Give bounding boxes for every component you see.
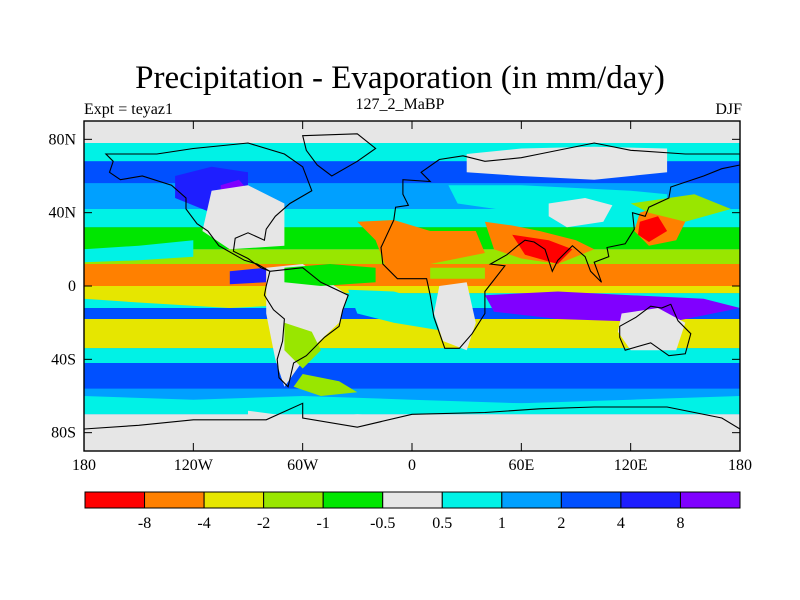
y-tick-label: 80N	[48, 131, 76, 148]
coast-australia	[619, 303, 692, 357]
field-monsoon-core	[512, 234, 573, 264]
x-tick-label: 120E	[614, 457, 648, 474]
field-sh-subtrop	[84, 319, 740, 349]
field-sh-midlat	[84, 348, 740, 363]
coast-north-america	[104, 142, 313, 272]
coast-south-america	[263, 267, 349, 388]
field-pac-subtrop	[84, 240, 194, 263]
coast-greenland	[302, 133, 377, 177]
colorbar-swatch	[620, 491, 681, 509]
y-tick-label: 40N	[48, 205, 76, 222]
colorbar-swatch	[501, 491, 562, 509]
colorbar-label: 2	[557, 515, 565, 532]
colorbar-label: -8	[138, 515, 151, 532]
colorbar-swatch	[203, 491, 265, 509]
x-tick-label: 60W	[287, 457, 319, 474]
colorbar-swatch	[441, 491, 503, 509]
colorbar-swatch	[679, 491, 741, 509]
x-tick-label: 180	[72, 457, 96, 474]
colorbar-swatch	[84, 491, 146, 509]
colorbar-swatch	[322, 491, 384, 509]
colorbar-swatch	[560, 491, 622, 509]
field-itcz	[84, 264, 740, 286]
map-axes: 180 120W 60W 0 60E 120E 180 80N 40N 0 40S 80S	[48, 121, 752, 474]
colorbar: -8 -4 -2 -1 -0.5 0.5 1 2 4 8	[84, 491, 741, 532]
field-s-africa	[433, 282, 476, 351]
plot-title: Precipitation - Evaporation (in mm/day)	[135, 60, 665, 96]
field-arctic	[84, 121, 740, 143]
coastlines	[84, 133, 740, 451]
field-s-atl	[348, 289, 449, 332]
field-east-pacific-dry	[84, 289, 303, 308]
field-sahel	[430, 267, 485, 279]
colorbar-label: -0.5	[370, 515, 395, 532]
colorbar-swatch	[263, 491, 324, 509]
coast-antarctica	[84, 402, 740, 451]
field-s-america-south	[284, 322, 321, 369]
x-tick-label: 60E	[508, 457, 534, 474]
field-siberia	[466, 146, 668, 180]
field-drake	[293, 374, 358, 396]
colorbar-label: -4	[197, 515, 210, 532]
field-indian-ocean-wet	[484, 291, 740, 323]
colorbar-label: 8	[676, 515, 684, 532]
colorbar-label: 4	[617, 515, 625, 532]
field-sh-ice-edge	[84, 396, 740, 407]
y-tick-label: 0	[68, 278, 76, 295]
time-label: 127_2_MaBP	[355, 96, 445, 113]
coast-africa-eurasia	[380, 142, 740, 349]
colorbar-label: -1	[317, 515, 330, 532]
colorbar-label: 0.5	[432, 515, 452, 532]
experiment-label: Expt = teyaz1	[84, 101, 173, 118]
field-eurasia-mid	[448, 185, 668, 217]
map-field	[84, 121, 740, 451]
x-tick-label: 120W	[174, 457, 214, 474]
field-atl-itcz	[284, 264, 376, 286]
season-label: DJF	[715, 101, 742, 118]
y-tick-label: 80S	[51, 425, 76, 442]
x-tick-label: 180	[728, 457, 752, 474]
colorbar-label: 1	[498, 515, 506, 532]
colorbar-swatch	[382, 491, 443, 509]
field-s-america-land	[266, 264, 349, 387]
colorbar-swatch	[144, 491, 205, 509]
field-sh-stormtrack	[84, 363, 740, 389]
field-antarctic-shelf	[248, 410, 722, 451]
field-tibet	[548, 198, 613, 228]
field-w-pacific-core	[638, 216, 668, 242]
y-tick-label: 40S	[51, 351, 76, 368]
x-tick-label: 0	[408, 457, 416, 474]
field-n-america-land	[202, 185, 285, 250]
field-kuroshio	[630, 194, 731, 222]
field-panama-wet	[229, 267, 267, 285]
colorbar-label: -2	[257, 515, 270, 532]
